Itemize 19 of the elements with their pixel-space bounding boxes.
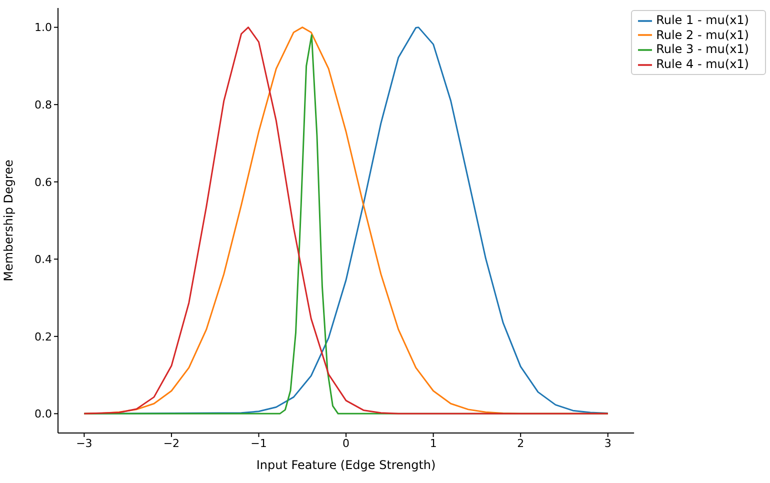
x-tick-label: −2 bbox=[163, 436, 180, 450]
x-tick-label: 0 bbox=[342, 436, 350, 450]
x-tick-label: 3 bbox=[604, 436, 612, 450]
x-tick-label: 2 bbox=[517, 436, 524, 450]
y-axis-title: Membership Degree bbox=[1, 160, 16, 282]
x-tick-label: −1 bbox=[250, 436, 267, 450]
legend-label: Rule 3 - mu(x1) bbox=[656, 42, 749, 56]
x-tick-label: 1 bbox=[430, 436, 437, 450]
y-tick-label: 1.0 bbox=[34, 21, 52, 34]
x-axis-title: Input Feature (Edge Strength) bbox=[256, 458, 436, 472]
legend-label: Rule 1 - mu(x1) bbox=[656, 13, 749, 27]
y-tick-label: 0.2 bbox=[34, 330, 52, 344]
y-tick-label: 0.8 bbox=[34, 98, 52, 112]
legend-label: Rule 2 - mu(x1) bbox=[656, 28, 749, 42]
y-tick-label: 0.4 bbox=[34, 253, 52, 266]
x-tick-label: −3 bbox=[76, 436, 92, 450]
y-tick-label: 0.6 bbox=[34, 176, 52, 189]
legend-label: Rule 4 - mu(x1) bbox=[656, 57, 749, 72]
y-tick-label: 0.0 bbox=[34, 408, 52, 421]
